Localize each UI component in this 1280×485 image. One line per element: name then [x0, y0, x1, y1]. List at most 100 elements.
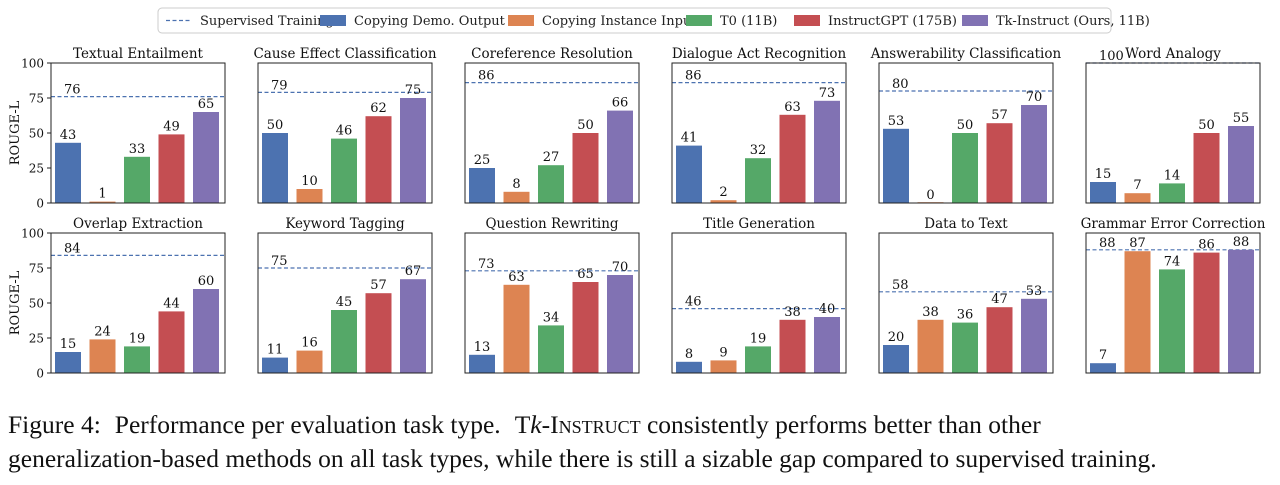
bar-3 — [538, 325, 564, 373]
panel-title: Title Generation — [703, 216, 815, 232]
bar-2 — [1124, 193, 1151, 203]
panel-title: Answerability Classification — [870, 46, 1062, 62]
panel-frame — [257, 232, 433, 374]
panel-title: Keyword Tagging — [285, 216, 405, 232]
bar-value-label: 16 — [301, 336, 318, 351]
bar-4 — [572, 133, 599, 203]
panel-title: Dialogue Act Recognition — [672, 46, 847, 62]
y-tick-label: 100 — [21, 57, 44, 71]
bar-value-label: 88 — [1233, 235, 1250, 250]
caption-model-k: k — [530, 410, 542, 439]
bar-value-label: 50 — [267, 118, 284, 133]
supervised-label: 84 — [64, 241, 81, 256]
bar-value-label: 47 — [991, 292, 1008, 307]
panel-11: Data to Text 58 20 38 36 47 53 — [878, 216, 1054, 374]
bar-value-label: 63 — [784, 100, 801, 115]
bar-value-label: 0 — [926, 188, 934, 203]
panel-5: Answerability Classification 80 53 0 50 57 70 — [870, 46, 1062, 204]
panel-3: Coreference Resolution 86 25 8 27 50 66 — [464, 46, 640, 204]
panel-9: Question Rewriting 73 13 63 34 65 70 — [464, 216, 640, 374]
bar-4 — [158, 311, 185, 373]
panel-12: Grammar Error Correction 88 7 87 74 86 88 — [1081, 216, 1266, 374]
bar-3 — [124, 346, 150, 373]
bar-5 — [607, 275, 633, 373]
supervised-label: 86 — [685, 69, 702, 84]
bar-value-label: 34 — [543, 310, 560, 325]
supervised-label: 86 — [478, 69, 495, 84]
bar-value-label: 40 — [819, 302, 836, 317]
bar-value-label: 24 — [94, 324, 111, 339]
legend-frame — [157, 7, 1112, 34]
bar-value-label: 7 — [1133, 178, 1141, 193]
supervised-label: 75 — [271, 254, 288, 269]
panel-frame — [1085, 232, 1261, 374]
bar-2 — [1124, 251, 1151, 373]
y-tick-label: 0 — [36, 367, 44, 381]
bar-5 — [814, 100, 840, 203]
panel-frame — [1085, 62, 1261, 204]
bar-value-label: 41 — [681, 131, 698, 146]
bar-value-label: 74 — [1164, 254, 1181, 269]
legend-swatch-4 — [794, 15, 820, 26]
bar-value-label: 45 — [336, 295, 353, 310]
panel-8: Keyword Tagging 75 11 16 45 57 67 — [257, 216, 433, 374]
y-axis-label: ROUGE-L — [8, 270, 23, 335]
bar-1 — [262, 133, 288, 203]
bar-2 — [89, 201, 116, 203]
bar-value-label: 19 — [750, 331, 767, 346]
bar-value-label: 86 — [1198, 238, 1215, 253]
bar-1 — [55, 352, 81, 373]
figure-caption: Figure 4: Performance per evaluation task… — [8, 408, 1270, 476]
bar-value-label: 53 — [888, 114, 905, 129]
bar-1 — [676, 361, 702, 373]
legend: Supervised Training Copying Demo. Output C… — [157, 7, 1150, 34]
supervised-label: 88 — [1099, 236, 1116, 251]
bar-value-label: 8 — [685, 347, 693, 362]
bar-4 — [365, 116, 392, 203]
panel-title: Overlap Extraction — [73, 216, 203, 232]
panel-2: Cause Effect Classification 79 50 10 46 62 75 — [253, 46, 437, 204]
panel-frame — [671, 232, 847, 374]
supervised-label: 79 — [271, 78, 288, 93]
bar-value-label: 10 — [301, 174, 318, 189]
supervised-label: 73 — [478, 257, 495, 272]
bar-value-label: 11 — [267, 343, 284, 358]
bar-1 — [883, 345, 909, 373]
bar-value-label: 20 — [888, 330, 905, 345]
bar-3 — [952, 322, 978, 373]
bar-5 — [193, 112, 219, 203]
bar-value-label: 66 — [612, 96, 629, 111]
bar-value-label: 50 — [957, 118, 974, 133]
caption-text-1: Performance per evaluation task type. — [114, 410, 501, 439]
supervised-label: 58 — [892, 278, 909, 293]
legend-label-1: Copying Demo. Output — [354, 14, 506, 29]
bar-5 — [1021, 105, 1047, 203]
bar-2 — [296, 189, 323, 203]
bar-3 — [745, 346, 771, 373]
y-tick-label: 25 — [29, 332, 44, 346]
y-tick-label: 100 — [21, 227, 44, 241]
bar-4 — [572, 282, 599, 373]
bar-5 — [1228, 249, 1254, 373]
bar-4 — [1193, 133, 1220, 203]
bar-value-label: 55 — [1233, 111, 1250, 126]
bar-value-label: 1 — [98, 187, 106, 202]
bar-5 — [1228, 126, 1254, 203]
legend-swatch-3 — [686, 15, 712, 26]
bar-2 — [89, 339, 116, 373]
bar-value-label: 14 — [1164, 168, 1181, 183]
legend-swatch-5 — [962, 15, 988, 26]
panel-title: Data to Text — [924, 216, 1008, 232]
legend-label-0: Supervised Training — [200, 14, 334, 29]
bar-1 — [676, 145, 702, 203]
supervised-label: 80 — [892, 77, 909, 92]
bar-5 — [400, 279, 426, 373]
bar-3 — [1159, 183, 1185, 203]
bar-value-label: 57 — [370, 278, 387, 293]
bar-4 — [365, 293, 392, 373]
bar-value-label: 25 — [474, 153, 491, 168]
y-tick-label: 25 — [29, 162, 44, 176]
bar-1 — [469, 354, 495, 373]
panel-frame — [671, 62, 847, 204]
bar-value-label: 50 — [1198, 118, 1215, 133]
